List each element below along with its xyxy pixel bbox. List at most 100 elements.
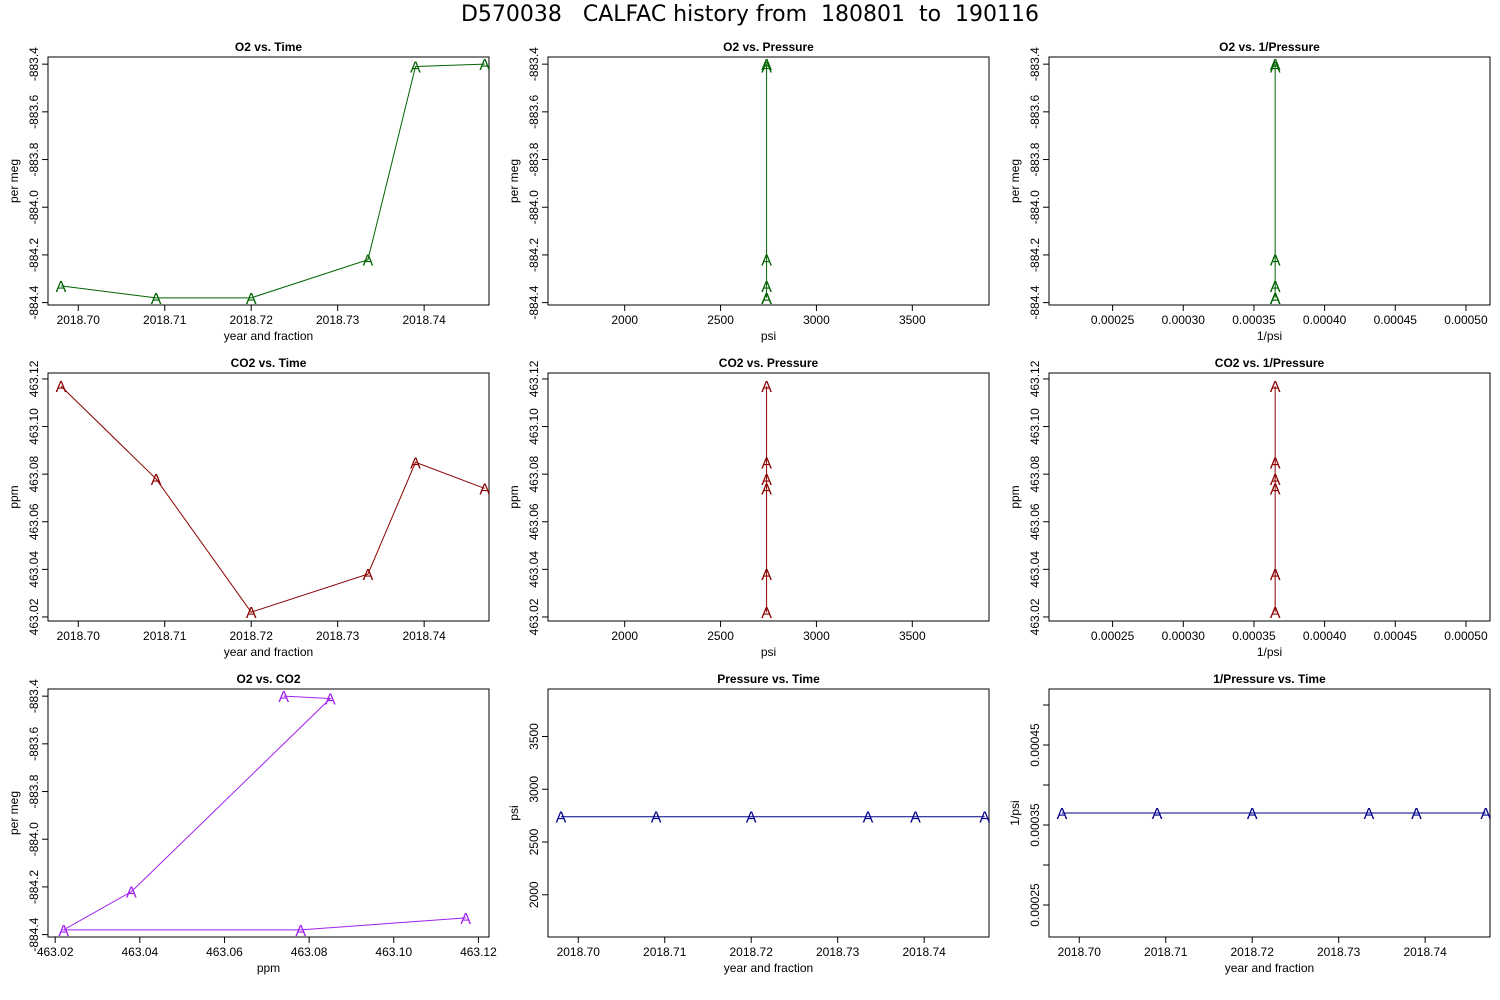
data-point-marker: A — [910, 810, 921, 827]
chart-panel: O2 vs. Time 2018.70 2018.71 2018.72 2018.73 2… — [7, 40, 490, 343]
y-tick-label: -884.0 — [527, 190, 541, 224]
x-axis-label: year and fraction — [224, 645, 313, 659]
x-tick-label: 2018.72 — [730, 945, 774, 959]
x-tick-label: 2018.71 — [1144, 945, 1188, 959]
series-line — [61, 695, 466, 931]
x-axis-label: ppm — [257, 961, 280, 975]
chart-panel: CO2 vs. Time 2018.70 2018.71 2018.72 2018.73… — [7, 356, 490, 659]
x-tick-label: 2018.71 — [143, 313, 187, 327]
data-point-marker: A — [151, 472, 162, 489]
x-tick-label: 2018.72 — [1231, 945, 1275, 959]
data-point-marker: A — [761, 481, 772, 498]
data-point-marker: A — [1270, 291, 1281, 308]
y-axis-label: per meg — [7, 791, 21, 835]
x-tick-label: 3500 — [899, 629, 926, 643]
y-tick-label: 463.06 — [527, 503, 541, 540]
data-point-marker: A — [278, 689, 289, 706]
y-tick-label: 463.12 — [527, 360, 541, 397]
y-tick-label: -883.6 — [527, 95, 541, 129]
y-tick-label: -883.8 — [27, 774, 41, 808]
data-point-marker: A — [761, 60, 772, 77]
y-tick-label: -884.0 — [1028, 190, 1042, 224]
x-tick-label: 0.00025 — [1091, 629, 1135, 643]
y-tick-label: -883.6 — [27, 95, 41, 129]
x-tick-label: 0.00040 — [1303, 629, 1347, 643]
x-tick-label: 2018.71 — [643, 945, 687, 959]
y-tick-label: 0.00045 — [1028, 723, 1042, 767]
y-tick-label: 2000 — [527, 881, 541, 908]
data-point-marker: A — [1270, 472, 1281, 489]
y-tick-label: 463.10 — [1028, 408, 1042, 445]
y-tick-label: 3000 — [527, 776, 541, 803]
y-tick-label: 463.02 — [27, 598, 41, 635]
data-point-marker: A — [246, 291, 257, 308]
data-point-marker: A — [460, 911, 471, 928]
data-point-marker: A — [979, 810, 990, 827]
y-tick-label: -884.0 — [27, 822, 41, 856]
y-tick-label: -884.2 — [27, 238, 41, 272]
chart-panel: CO2 vs. 1/Pressure 0.00025 0.00030 0.00035 0… — [1008, 356, 1491, 659]
plot-frame — [547, 56, 990, 306]
data-point-marker: A — [58, 923, 69, 940]
data-point-marker: A — [1270, 481, 1281, 498]
x-axis-label: psi — [761, 329, 776, 343]
y-tick-label: 463.12 — [27, 360, 41, 397]
x-tick-label: 0.00050 — [1444, 313, 1488, 327]
panel-title: CO2 vs. 1/Pressure — [1215, 356, 1325, 370]
x-tick-label: 0.00030 — [1162, 313, 1206, 327]
x-axis-label: year and fraction — [1225, 961, 1314, 975]
x-tick-label: 3000 — [803, 629, 830, 643]
y-tick-label: -883.8 — [527, 142, 541, 176]
data-point-marker: A — [126, 885, 137, 902]
data-point-marker: A — [1411, 806, 1422, 823]
data-point-marker: A — [410, 60, 421, 77]
x-tick-label: 2500 — [707, 629, 734, 643]
chart-panel: CO2 vs. Pressure 2000 2500 3000 3500 463.02 46… — [507, 356, 990, 659]
y-tick-label: -884.2 — [527, 238, 541, 272]
y-tick-label: 463.06 — [1028, 503, 1042, 540]
x-tick-label: 2018.74 — [402, 313, 446, 327]
data-point-marker: A — [1364, 806, 1375, 823]
data-point-marker: A — [761, 455, 772, 472]
y-axis-label: per meg — [507, 159, 521, 203]
y-tick-label: -883.6 — [1028, 95, 1042, 129]
plot-frame — [547, 372, 990, 622]
plot-frame — [1048, 688, 1491, 938]
data-point-marker: A — [761, 605, 772, 622]
x-tick-label: 2018.73 — [316, 629, 360, 643]
y-tick-label: 463.06 — [27, 503, 41, 540]
y-tick-label: 463.08 — [1028, 455, 1042, 492]
x-tick-label: 463.04 — [121, 945, 158, 959]
x-tick-label: 2018.70 — [57, 313, 101, 327]
data-point-marker: A — [479, 481, 490, 498]
data-point-marker: A — [761, 57, 772, 74]
x-tick-label: 3500 — [899, 313, 926, 327]
x-tick-label: 463.02 — [37, 945, 74, 959]
y-axis-label: per meg — [1008, 159, 1022, 203]
y-tick-label: -884.2 — [27, 870, 41, 904]
data-point-marker: A — [746, 810, 757, 827]
data-point-marker: A — [1270, 57, 1281, 74]
panel-title: CO2 vs. Pressure — [719, 356, 819, 370]
series-line — [60, 385, 485, 613]
panel-title: O2 vs. Time — [235, 40, 302, 54]
chart-panel: Pressure vs. Time 2018.70 2018.71 2018.72 20… — [507, 672, 990, 975]
x-tick-label: 463.10 — [375, 945, 412, 959]
x-tick-label: 0.00030 — [1162, 629, 1206, 643]
data-point-marker: A — [363, 567, 374, 584]
data-point-marker: A — [295, 923, 306, 940]
y-axis-label: ppm — [7, 485, 21, 508]
y-tick-label: -883.4 — [27, 47, 41, 81]
x-tick-label: 2018.72 — [230, 313, 274, 327]
data-point-marker: A — [479, 57, 490, 74]
data-point-marker: A — [1270, 291, 1281, 308]
y-axis-label: per meg — [7, 159, 21, 203]
plot-frame — [47, 688, 490, 938]
data-point-marker: A — [761, 567, 772, 584]
y-tick-label: 463.12 — [1028, 360, 1042, 397]
x-tick-label: 0.00025 — [1091, 313, 1135, 327]
y-tick-label: 2500 — [527, 828, 541, 855]
data-point-marker: A — [1057, 806, 1068, 823]
chart-panel: 1/Pressure vs. Time 2018.70 2018.71 2018.72… — [1008, 672, 1491, 975]
